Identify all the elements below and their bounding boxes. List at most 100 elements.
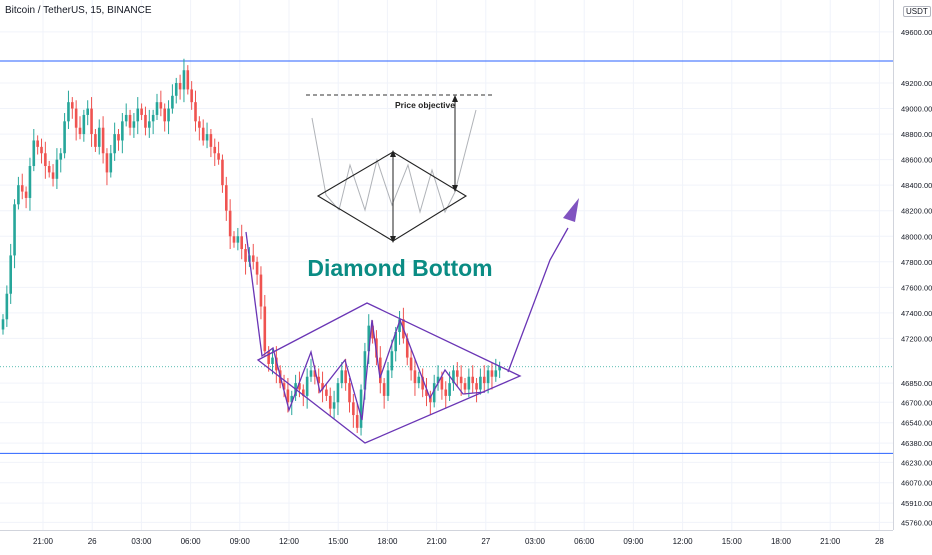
y-tick-label: 48400.00 bbox=[901, 181, 932, 190]
candle-body bbox=[63, 121, 66, 154]
candle-body bbox=[336, 383, 340, 403]
x-tick-label: 21:00 bbox=[427, 537, 448, 546]
candle-body bbox=[251, 255, 255, 262]
candle-body bbox=[348, 383, 351, 403]
candle-body bbox=[482, 376, 486, 384]
x-tick-label: 18:00 bbox=[771, 537, 792, 546]
y-tick-label: 48800.00 bbox=[901, 130, 932, 139]
candle-body bbox=[186, 70, 190, 90]
candle-body bbox=[440, 376, 444, 390]
y-tick-label: 46540.00 bbox=[901, 419, 932, 428]
candle-body bbox=[286, 389, 290, 403]
y-tick-label: 47800.00 bbox=[901, 258, 932, 267]
candle-body bbox=[90, 108, 93, 135]
price-axis-panel[interactable] bbox=[893, 0, 932, 550]
candle-body bbox=[328, 395, 332, 409]
pattern-zigzag bbox=[245, 231, 486, 421]
candle-body bbox=[448, 383, 451, 396]
candle-body bbox=[128, 114, 132, 128]
x-tick-label: 09:00 bbox=[230, 537, 251, 546]
candles bbox=[1, 58, 501, 436]
candle-body bbox=[36, 140, 39, 147]
candle-body bbox=[394, 332, 397, 352]
candle-body bbox=[386, 370, 390, 396]
currency-badge[interactable]: USDT bbox=[903, 6, 931, 17]
candle-body bbox=[302, 389, 305, 396]
candle-body bbox=[479, 376, 482, 390]
candle-body bbox=[51, 172, 55, 179]
candle-body bbox=[148, 121, 151, 128]
candle-body bbox=[28, 166, 32, 198]
candle-body bbox=[359, 389, 363, 428]
candle-body bbox=[379, 357, 382, 384]
candle-body bbox=[155, 102, 159, 115]
candle-body bbox=[290, 395, 294, 403]
diamond-outline[interactable] bbox=[256, 302, 522, 444]
candle-body bbox=[282, 383, 286, 390]
candle-body bbox=[140, 108, 143, 115]
candle-body bbox=[486, 370, 490, 384]
candle-body bbox=[151, 114, 155, 122]
candle-body bbox=[456, 370, 459, 377]
candle-body bbox=[174, 83, 178, 96]
diamond-pattern-drawing[interactable] bbox=[245, 198, 579, 444]
candle-body bbox=[382, 383, 386, 396]
candle-body bbox=[413, 370, 417, 384]
x-tick-label: 27 bbox=[481, 537, 490, 546]
candle-body bbox=[209, 134, 213, 147]
candle-body bbox=[459, 376, 463, 384]
candle-body bbox=[325, 389, 328, 396]
height-arrow-up-icon bbox=[390, 150, 396, 157]
candle-body bbox=[1, 319, 5, 330]
candle-body bbox=[452, 370, 455, 384]
candle-body bbox=[190, 89, 193, 103]
candle-body bbox=[9, 255, 12, 294]
candle-body bbox=[159, 102, 163, 109]
candle-body bbox=[475, 383, 478, 390]
x-tick-label: 21:00 bbox=[33, 537, 54, 546]
y-tick-label: 46850.00 bbox=[901, 379, 932, 388]
candle-body bbox=[236, 236, 240, 243]
candle-body bbox=[494, 370, 498, 377]
objective-arrow-down-icon bbox=[452, 185, 458, 192]
candle-body bbox=[417, 376, 421, 384]
y-tick-label: 48200.00 bbox=[901, 207, 932, 216]
y-tick-label: 46380.00 bbox=[901, 439, 932, 448]
candle-body bbox=[409, 357, 413, 371]
candle-body bbox=[117, 134, 120, 141]
candle-body bbox=[171, 95, 174, 109]
candle-body bbox=[67, 102, 70, 122]
candle-body bbox=[86, 108, 89, 115]
candle-body bbox=[217, 153, 220, 160]
y-tick-label: 48000.00 bbox=[901, 232, 932, 241]
candle-body bbox=[340, 370, 344, 384]
x-tick-label: 18:00 bbox=[377, 537, 398, 546]
y-tick-label: 47600.00 bbox=[901, 283, 932, 292]
candle-body bbox=[425, 389, 428, 396]
candle-body bbox=[444, 389, 448, 396]
candle-body bbox=[298, 383, 301, 390]
candle-body bbox=[144, 114, 147, 128]
candle-body bbox=[13, 204, 16, 256]
candle-body bbox=[228, 210, 232, 237]
candle-body bbox=[94, 134, 97, 147]
candle-body bbox=[232, 236, 236, 243]
y-tick-label: 49600.00 bbox=[901, 28, 932, 37]
candle-body bbox=[352, 402, 355, 416]
candle-body bbox=[82, 114, 86, 135]
candle-body bbox=[398, 319, 401, 333]
candle-body bbox=[498, 366, 501, 371]
candle-body bbox=[40, 146, 43, 154]
x-tick-label: 26 bbox=[88, 537, 97, 546]
candle-body bbox=[101, 127, 105, 154]
height-arrow-down-icon bbox=[390, 236, 396, 243]
candle-body bbox=[78, 127, 82, 135]
y-tick-label: 49000.00 bbox=[901, 105, 932, 114]
candle-body bbox=[463, 383, 467, 390]
candle-body bbox=[225, 185, 228, 211]
candle-body bbox=[421, 376, 424, 390]
candle-body bbox=[255, 261, 259, 275]
candle-body bbox=[471, 376, 474, 384]
